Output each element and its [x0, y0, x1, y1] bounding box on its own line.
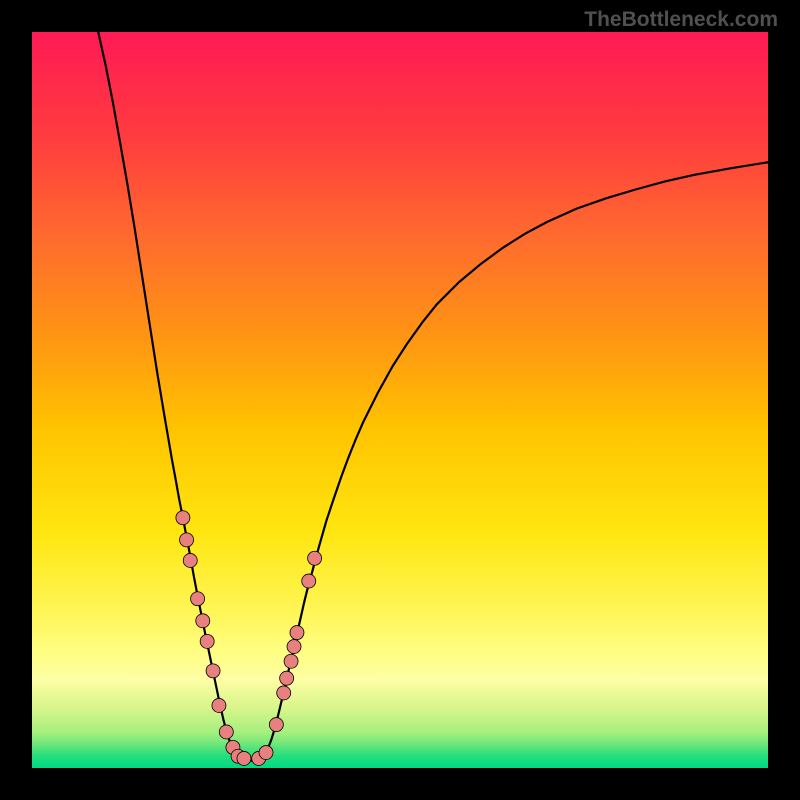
bottleneck-chart [0, 0, 800, 800]
watermark-text: TheBottleneck.com [584, 8, 778, 32]
chart-svg [0, 0, 800, 800]
